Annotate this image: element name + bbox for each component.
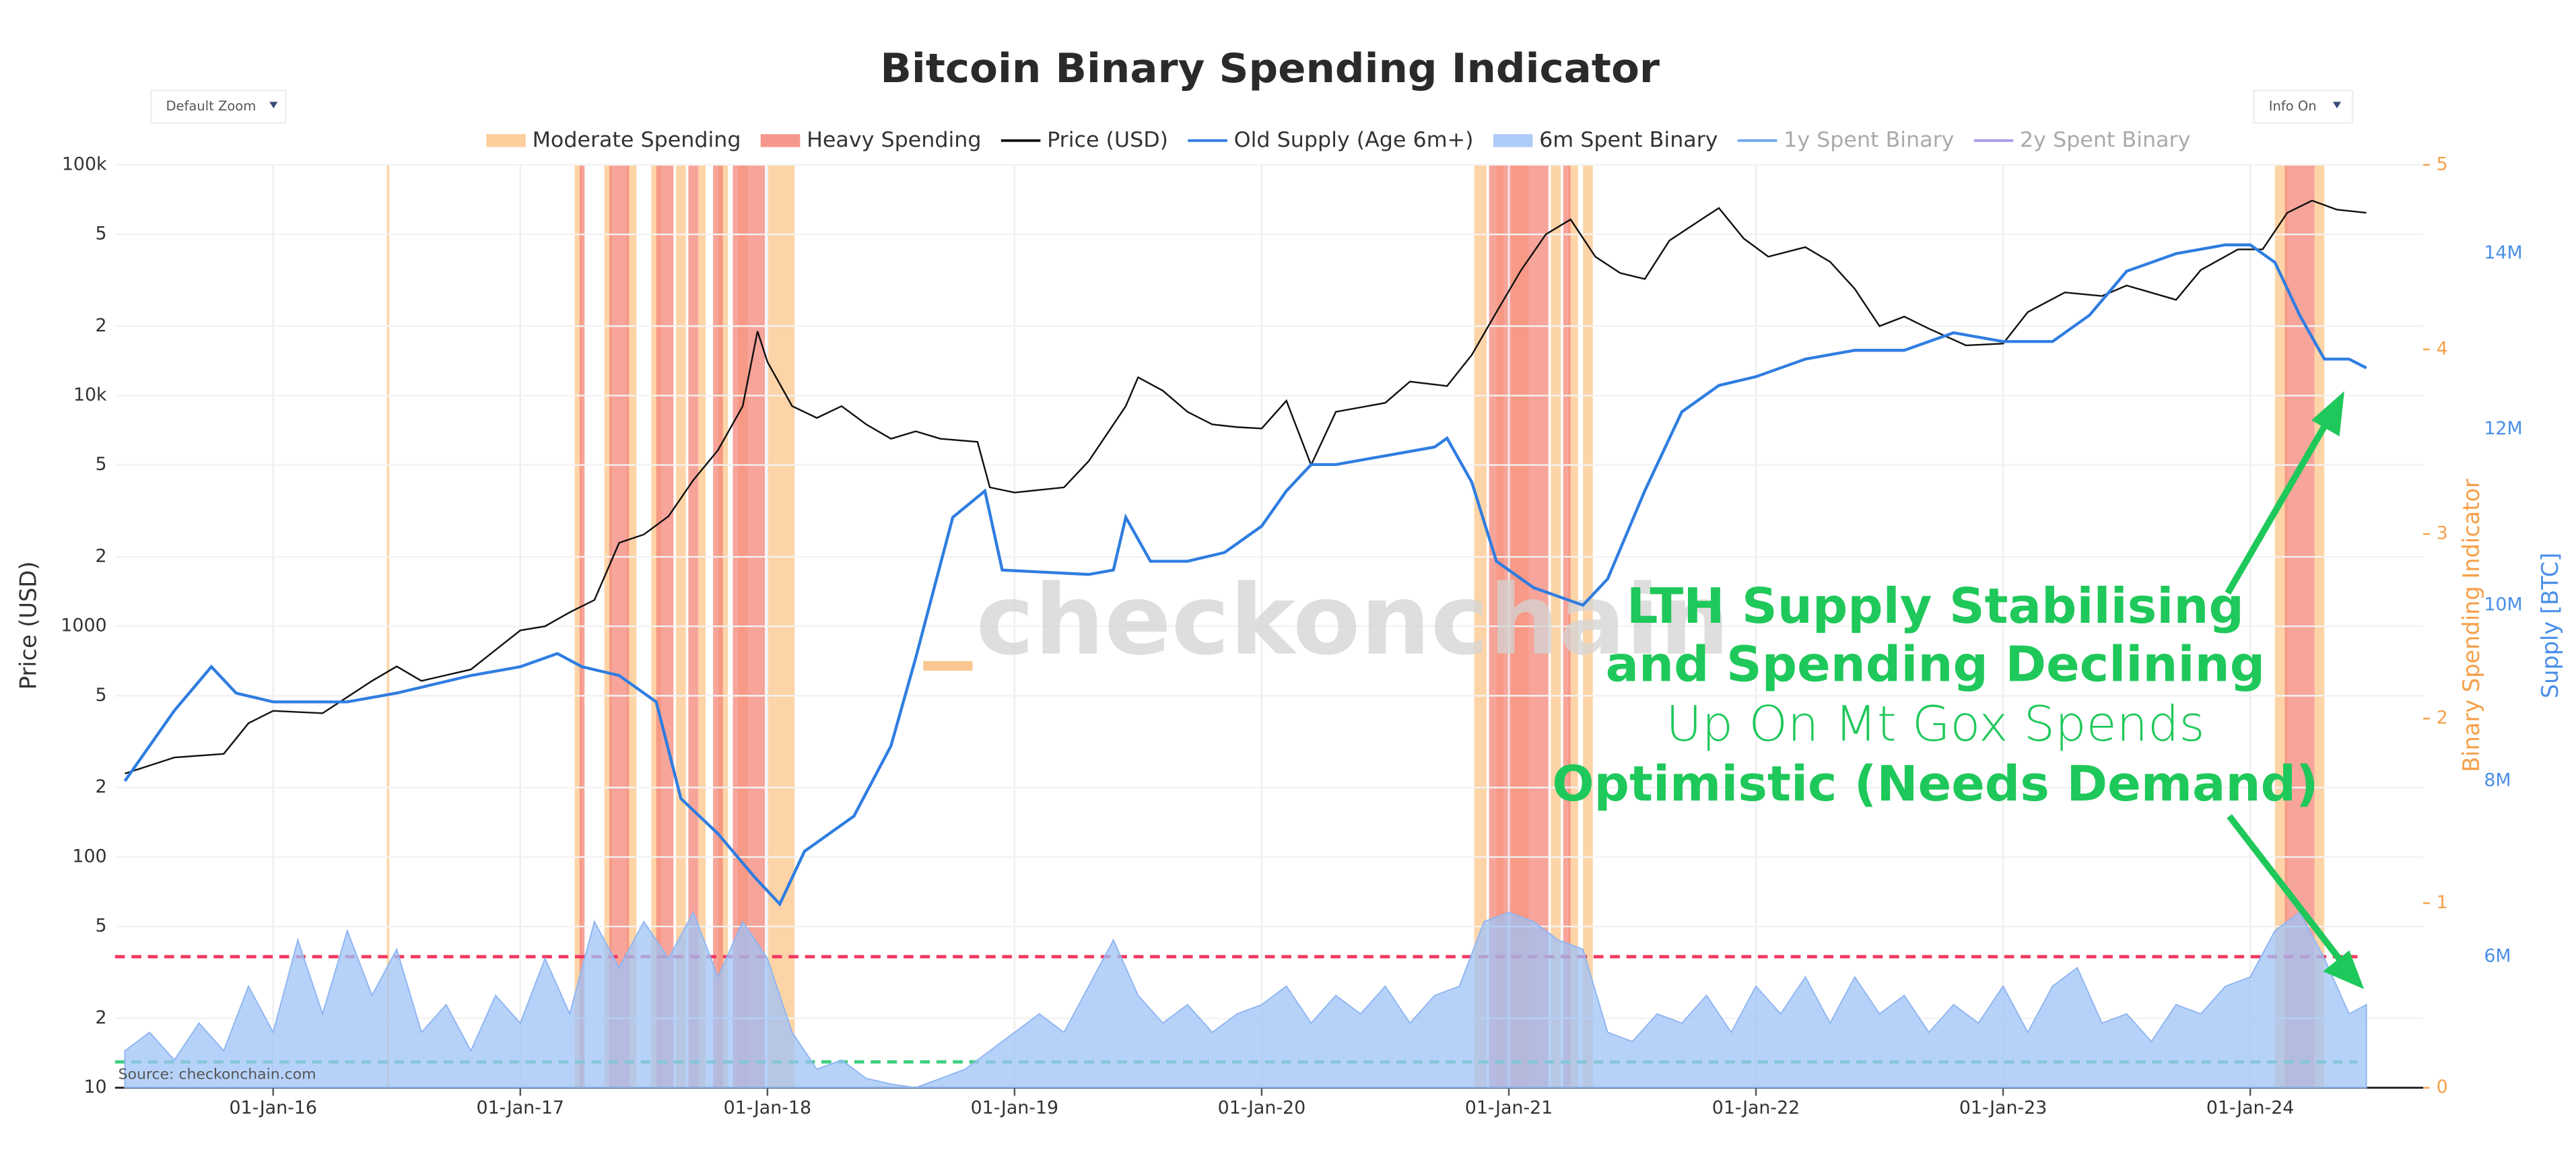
- annotation: LTH Supply Stabilising and Spending Decl…: [1552, 391, 2365, 990]
- y3-tick-label: 14M: [2484, 242, 2522, 263]
- grid: 01-Jan-16 01-Jan-17 01-Jan-18 01-Jan-19 01-J…: [61, 154, 2522, 1118]
- y-tick-label: 2: [96, 315, 107, 336]
- button-label: Info On: [2269, 98, 2317, 114]
- legend-swatch: [760, 134, 801, 147]
- button-label: Default Zoom: [166, 98, 256, 114]
- x-tick-label: 01-Jan-16: [229, 1097, 316, 1118]
- y-tick-label: 5: [96, 454, 107, 475]
- x-tick-label: 01-Jan-20: [1218, 1097, 1306, 1118]
- legend-item[interactable]: Heavy Spending: [760, 128, 982, 152]
- y2-tick-label: 1: [2437, 892, 2448, 913]
- legend-label: 2y Spent Binary: [2020, 128, 2190, 152]
- dropdown-arrow: [2332, 102, 2342, 108]
- x-tick-label: 01-Jan-21: [1465, 1097, 1553, 1118]
- y2-tick-label: 5: [2437, 154, 2448, 174]
- y-tick-label: 5: [96, 916, 107, 937]
- x-tick-label: 01-Jan-22: [1712, 1097, 1800, 1118]
- series-line: [125, 199, 2367, 775]
- y-tick-label: 10k: [73, 384, 107, 405]
- data: [114, 199, 2367, 1089]
- annotation-line: Optimistic (Needs Demand): [1552, 756, 2318, 812]
- legend-swatch: [486, 134, 526, 147]
- series-area: [124, 910, 2367, 1089]
- source: Source: checkonchain.com: [118, 1066, 316, 1083]
- arrow-shaft: [2227, 814, 2346, 965]
- x-tick-label: 01-Jan-18: [724, 1097, 811, 1118]
- y2-tick-label: 0: [2437, 1077, 2448, 1097]
- legend-label: Price (USD): [1047, 128, 1168, 152]
- legend-item[interactable]: 2y Spent Binary: [1973, 128, 2191, 152]
- y-tick-label: 2: [96, 776, 107, 797]
- y-tick-label: 5: [96, 685, 107, 706]
- y-tick-label: 5: [96, 224, 107, 244]
- legend-label: Old Supply (Age 6m+): [1234, 128, 1474, 152]
- annotation-line: Up On Mt Gox Spends: [1666, 697, 2205, 753]
- legend-label: Heavy Spending: [807, 128, 981, 152]
- legend-item[interactable]: Old Supply (Age 6m+): [1188, 128, 1474, 152]
- x-tick-label: 01-Jan-17: [477, 1097, 564, 1118]
- y-tick-label: 100k: [62, 154, 107, 174]
- y-tick-label: 2: [96, 546, 107, 567]
- y3-axis-title: Supply [BTC]: [2537, 553, 2563, 698]
- y-tick-label: 1000: [61, 615, 106, 636]
- button-frame: [150, 90, 287, 124]
- legend-label: 1y Spent Binary: [1784, 128, 1954, 152]
- x-tick-label: 01-Jan-19: [971, 1097, 1058, 1118]
- chart-title: Bitcoin Binary Spending Indicator: [880, 46, 1660, 92]
- y-tick-label: 2: [96, 1007, 107, 1028]
- y2-tick-label: 3: [2437, 523, 2448, 544]
- info-button[interactable]: Info On: [2253, 90, 2354, 124]
- watermark-underscore: [923, 660, 973, 671]
- zoom-button[interactable]: Default Zoom: [150, 90, 287, 124]
- legend-swatch: [1493, 134, 1533, 147]
- arrow-shaft: [2225, 418, 2331, 595]
- y3-tick-label: 10M: [2484, 595, 2522, 615]
- annotation-line: LTH Supply Stabilising: [1627, 578, 2244, 634]
- legend-label: Moderate Spending: [533, 128, 741, 152]
- x-tick-label: 01-Jan-24: [2206, 1097, 2294, 1118]
- y3-tick-label: 12M: [2484, 418, 2522, 439]
- legend-item[interactable]: Price (USD): [1001, 128, 1168, 152]
- legend-label: 6m Spent Binary: [1539, 128, 1718, 152]
- y-tick-label: 100: [72, 846, 106, 867]
- y2-axis-title: Binary Spending Indicator: [2458, 479, 2484, 772]
- dropdown-arrow: [269, 102, 278, 108]
- legend-item[interactable]: 1y Spent Binary: [1737, 128, 1955, 152]
- arrow-head: [2311, 391, 2344, 437]
- y2-tick-label: 2: [2437, 708, 2448, 728]
- y-tick-label: 10: [83, 1077, 106, 1097]
- y2-tick-label: 4: [2437, 339, 2448, 360]
- legend: Moderate Spending Heavy Spending Price (US…: [486, 128, 2190, 152]
- annotation-line: and Spending Declining: [1606, 637, 2265, 693]
- series-line: [123, 243, 2367, 907]
- arrow-head: [2323, 950, 2365, 990]
- x-tick-label: 01-Jan-23: [1959, 1097, 2047, 1118]
- y3-tick-label: 8M: [2484, 770, 2511, 791]
- legend-item[interactable]: 6m Spent Binary: [1493, 128, 1718, 152]
- y-axis-title: Price (USD): [15, 562, 41, 690]
- y3-tick-label: 6M: [2484, 946, 2511, 967]
- legend-item[interactable]: Moderate Spending: [486, 128, 741, 152]
